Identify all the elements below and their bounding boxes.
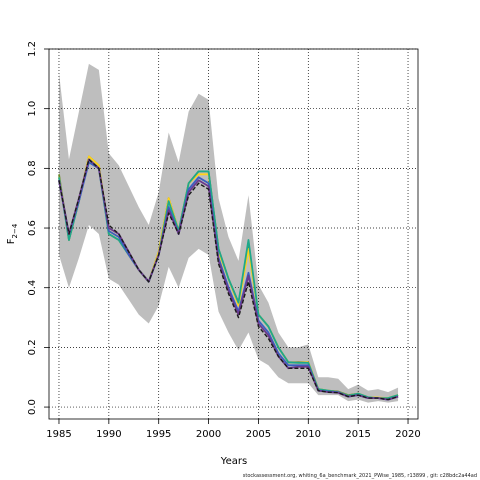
x-tick-label: 2000 — [196, 429, 221, 440]
x-axis-label: Years — [220, 456, 247, 467]
y-tick-label: 0.0 — [27, 399, 38, 415]
x-tick-label: 2020 — [395, 429, 420, 440]
y-tick-label: 0.6 — [27, 220, 38, 236]
x-tick-label: 2015 — [345, 429, 370, 440]
y-axis-label-subscript: 2−4 — [11, 223, 19, 238]
y-axis-label-main: F — [6, 238, 17, 244]
x-tick-label: 1990 — [96, 429, 121, 440]
y-tick-label: 1.2 — [27, 41, 38, 57]
series-line-6 — [58, 158, 399, 401]
confidence-band-layer — [58, 63, 399, 403]
confidence-band — [58, 63, 399, 403]
x-tick-label: 2010 — [296, 429, 321, 440]
y-tick-label: 0.4 — [27, 280, 38, 296]
y-axis-label: F2−4 — [6, 223, 19, 244]
x-tick-label: 1985 — [46, 429, 71, 440]
y-tick-label: 1.0 — [27, 101, 38, 117]
x-tick-label: 2005 — [246, 429, 271, 440]
y-tick-label: 0.8 — [27, 160, 38, 176]
series-layer — [58, 155, 399, 401]
y-tick-label: 0.2 — [27, 339, 38, 355]
x-tick-label: 1995 — [146, 429, 171, 440]
plot-frame — [48, 48, 419, 420]
axis-layer: 1985 1990 1995 2000 2005 2010 2015 2020 0.0 0.2 0.… — [27, 41, 421, 440]
footer-note: stockassessment.org, whiting_6a_benchmar… — [242, 473, 477, 479]
